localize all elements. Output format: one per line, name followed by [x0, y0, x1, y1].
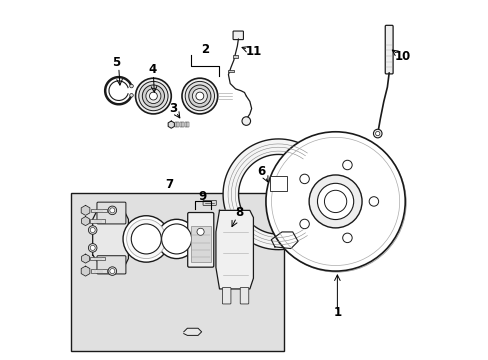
Circle shape [129, 94, 133, 97]
Circle shape [145, 89, 161, 104]
FancyBboxPatch shape [187, 212, 213, 267]
FancyBboxPatch shape [203, 201, 216, 205]
Circle shape [135, 78, 171, 114]
Circle shape [188, 85, 210, 107]
Circle shape [110, 208, 115, 213]
Bar [190, 226, 210, 262]
Circle shape [308, 175, 361, 228]
Circle shape [142, 85, 164, 107]
Circle shape [196, 92, 203, 100]
Bar [90, 269, 106, 273]
Circle shape [299, 174, 309, 184]
Bar [187, 122, 189, 127]
Circle shape [266, 133, 406, 272]
FancyBboxPatch shape [97, 256, 125, 274]
Circle shape [131, 224, 161, 254]
Circle shape [342, 233, 351, 243]
Bar [227, 69, 233, 72]
Circle shape [108, 267, 116, 275]
Circle shape [88, 226, 97, 234]
Bar [182, 122, 184, 127]
Circle shape [192, 89, 207, 104]
Circle shape [373, 129, 381, 138]
Circle shape [182, 78, 217, 114]
Polygon shape [93, 205, 128, 273]
Circle shape [90, 228, 95, 233]
Text: 10: 10 [394, 50, 410, 63]
Bar [90, 208, 106, 212]
Circle shape [185, 81, 214, 111]
Circle shape [126, 219, 165, 258]
Circle shape [265, 132, 405, 271]
Polygon shape [81, 217, 89, 226]
Polygon shape [216, 210, 253, 289]
Bar [269, 176, 287, 191]
Polygon shape [223, 139, 320, 249]
Bar [175, 122, 176, 127]
FancyBboxPatch shape [385, 25, 392, 74]
Text: 4: 4 [148, 63, 157, 76]
Circle shape [139, 81, 168, 111]
Polygon shape [168, 121, 174, 128]
Bar [90, 257, 105, 260]
FancyBboxPatch shape [240, 288, 248, 304]
Circle shape [88, 244, 97, 252]
Text: 8: 8 [235, 206, 243, 219]
Circle shape [157, 219, 196, 258]
Polygon shape [271, 232, 298, 248]
Bar [71, 193, 283, 351]
Text: 1: 1 [333, 306, 341, 319]
Text: 6: 6 [257, 165, 265, 178]
Text: 7: 7 [165, 178, 173, 191]
Bar [184, 122, 186, 127]
Circle shape [242, 117, 250, 125]
Circle shape [375, 131, 379, 136]
Circle shape [324, 190, 346, 212]
Circle shape [108, 206, 116, 215]
Circle shape [129, 84, 133, 88]
Text: 3: 3 [169, 102, 177, 115]
Polygon shape [81, 254, 89, 263]
Circle shape [299, 219, 309, 229]
Circle shape [368, 197, 378, 206]
Polygon shape [81, 266, 90, 276]
Polygon shape [81, 205, 90, 215]
Text: 2: 2 [201, 43, 209, 56]
FancyBboxPatch shape [97, 202, 125, 224]
Circle shape [317, 183, 353, 220]
Bar [232, 55, 238, 58]
Bar [90, 220, 105, 223]
Circle shape [162, 224, 191, 254]
Circle shape [342, 160, 351, 170]
Polygon shape [183, 328, 201, 336]
Text: 11: 11 [245, 45, 261, 58]
Text: 9: 9 [198, 190, 206, 203]
Text: 5: 5 [112, 56, 121, 69]
FancyBboxPatch shape [233, 31, 243, 40]
Bar [177, 122, 179, 127]
Bar [180, 122, 181, 127]
Circle shape [123, 216, 169, 262]
Circle shape [90, 246, 95, 250]
FancyBboxPatch shape [222, 288, 230, 304]
Circle shape [149, 92, 157, 100]
Circle shape [197, 228, 203, 235]
Circle shape [110, 269, 115, 274]
